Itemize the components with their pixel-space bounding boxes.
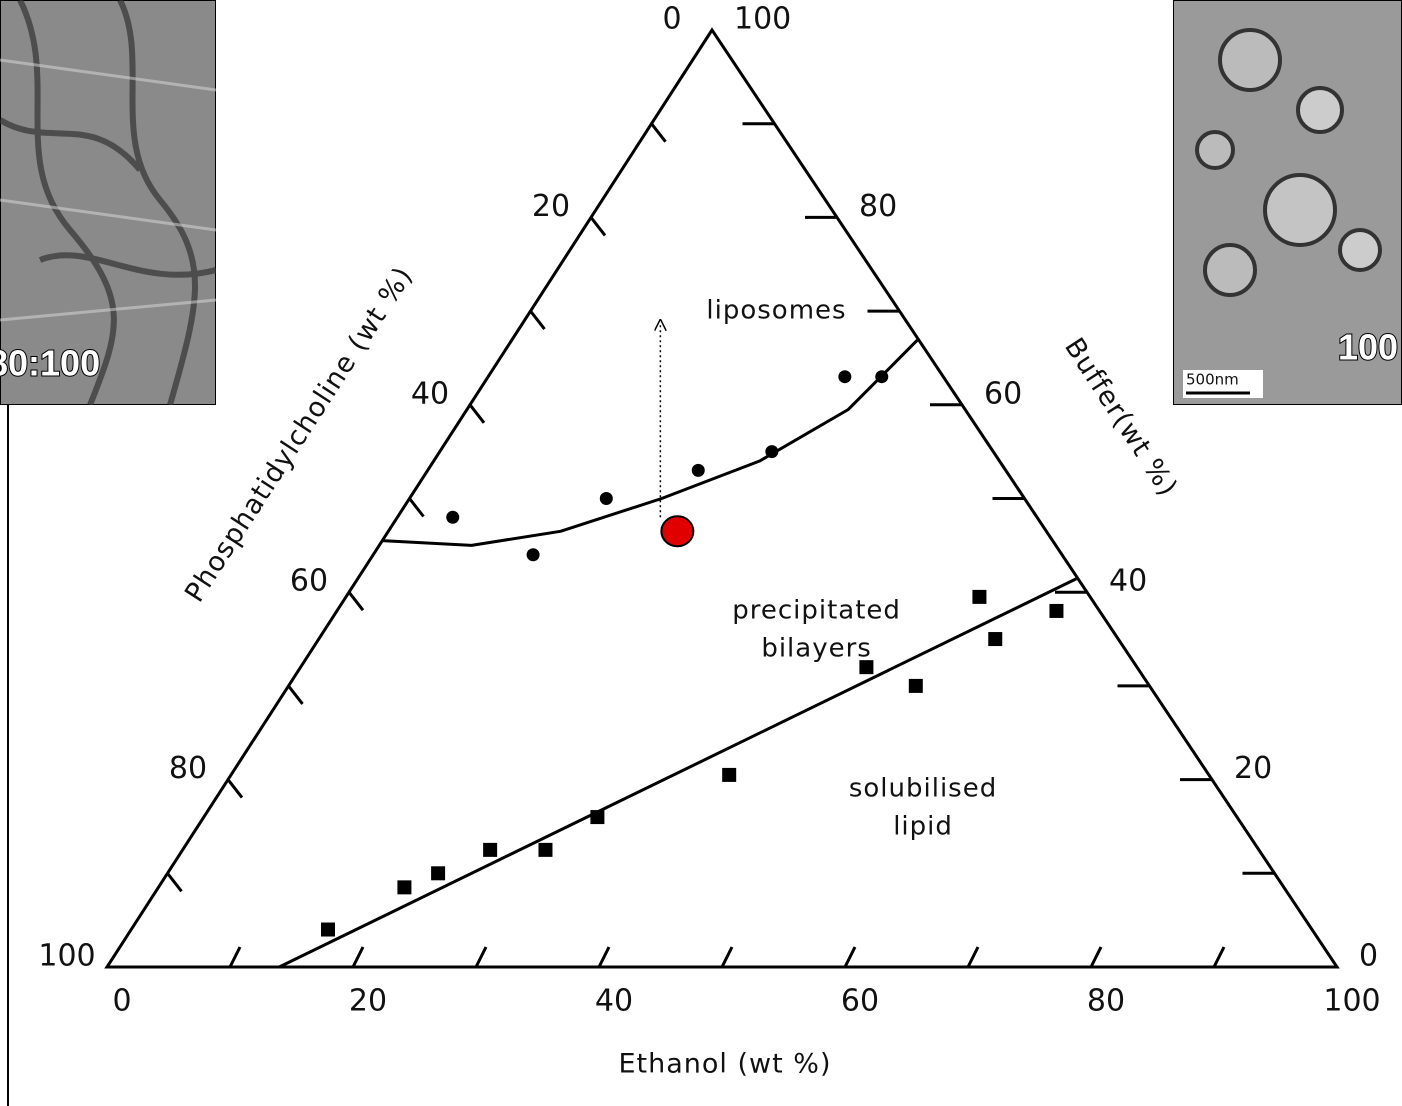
tick-mark xyxy=(476,947,486,967)
tick-mark xyxy=(599,947,609,967)
tick-mark xyxy=(652,124,666,142)
highlight-point xyxy=(661,516,693,546)
square-point xyxy=(483,843,497,857)
tick-mark xyxy=(591,217,605,235)
right-tick-label: 20 xyxy=(1234,751,1272,786)
tick-mark xyxy=(230,947,240,967)
right-tick-label: 40 xyxy=(1109,564,1147,599)
tick-mark xyxy=(349,592,363,610)
x-axis-title: Ethanol (wt %) xyxy=(619,1049,832,1080)
right-photo: 500nm 100 xyxy=(1173,0,1402,405)
tick-mark xyxy=(845,947,855,967)
x-tick-label: 20 xyxy=(349,984,387,1019)
circle-point xyxy=(765,445,778,458)
left-tick-label: 40 xyxy=(411,376,449,411)
tick-mark xyxy=(470,405,484,423)
region-label: liposomes xyxy=(706,296,846,326)
right-axis-title: Buffer(wt %) xyxy=(1058,333,1183,503)
tick-mark xyxy=(410,499,424,517)
square-point xyxy=(909,679,923,693)
square-point xyxy=(321,923,335,937)
left-photo: 80:100 xyxy=(0,0,216,405)
tick-mark xyxy=(722,947,732,967)
tick-mark xyxy=(1091,947,1101,967)
photo-label: 100 xyxy=(1338,327,1398,368)
x-tick-label: 40 xyxy=(595,984,633,1019)
circle-point xyxy=(600,492,613,505)
scale-bar-label: 500nm xyxy=(1186,371,1239,389)
tick-mark xyxy=(168,873,182,891)
x-tick-label: 0 xyxy=(112,984,131,1019)
left-tick-label: 80 xyxy=(169,751,207,786)
tick-mark xyxy=(531,311,545,329)
square-point xyxy=(722,768,736,782)
region-label: bilayers xyxy=(761,633,872,663)
square-point xyxy=(1049,604,1063,618)
tick-mark xyxy=(228,780,242,798)
square-point xyxy=(590,810,604,824)
square-point xyxy=(538,843,552,857)
triangle xyxy=(107,30,1337,967)
region-label: solubilised xyxy=(849,773,997,803)
right-tick-label: 60 xyxy=(984,376,1022,411)
x-tick-label: 60 xyxy=(841,984,879,1019)
square-point xyxy=(431,866,445,880)
boundary-line xyxy=(382,339,918,545)
left-tick-label: 0 xyxy=(662,2,681,37)
left-tick-label: 20 xyxy=(532,189,570,224)
circle-point xyxy=(838,370,851,383)
square-point xyxy=(972,590,986,604)
tick-mark xyxy=(353,947,363,967)
square-point xyxy=(988,632,1002,646)
tick-mark xyxy=(1214,947,1224,967)
circle-point xyxy=(446,511,459,524)
left-tick-label: 60 xyxy=(290,564,328,599)
square-point xyxy=(397,880,411,894)
chart: 80:100 500nm 100 0 20 40 60 80 100 0 20 40 60 80 10… xyxy=(0,0,1402,1106)
region-label: lipid xyxy=(893,811,953,841)
region-label: precipitated xyxy=(732,595,901,625)
left-tick-label: 100 xyxy=(38,939,95,974)
x-tick-label: 80 xyxy=(1087,984,1125,1019)
tick-mark xyxy=(289,686,303,704)
circle-point xyxy=(692,464,705,477)
right-tick-label: 100 xyxy=(734,2,791,37)
circle-point xyxy=(875,370,888,383)
circle-point xyxy=(527,548,540,561)
photo-label: 80:100 xyxy=(0,343,100,384)
x-tick-label: 100 xyxy=(1323,984,1380,1019)
right-tick-label: 0 xyxy=(1359,939,1378,974)
tick-mark xyxy=(968,947,978,967)
right-tick-label: 80 xyxy=(859,189,897,224)
